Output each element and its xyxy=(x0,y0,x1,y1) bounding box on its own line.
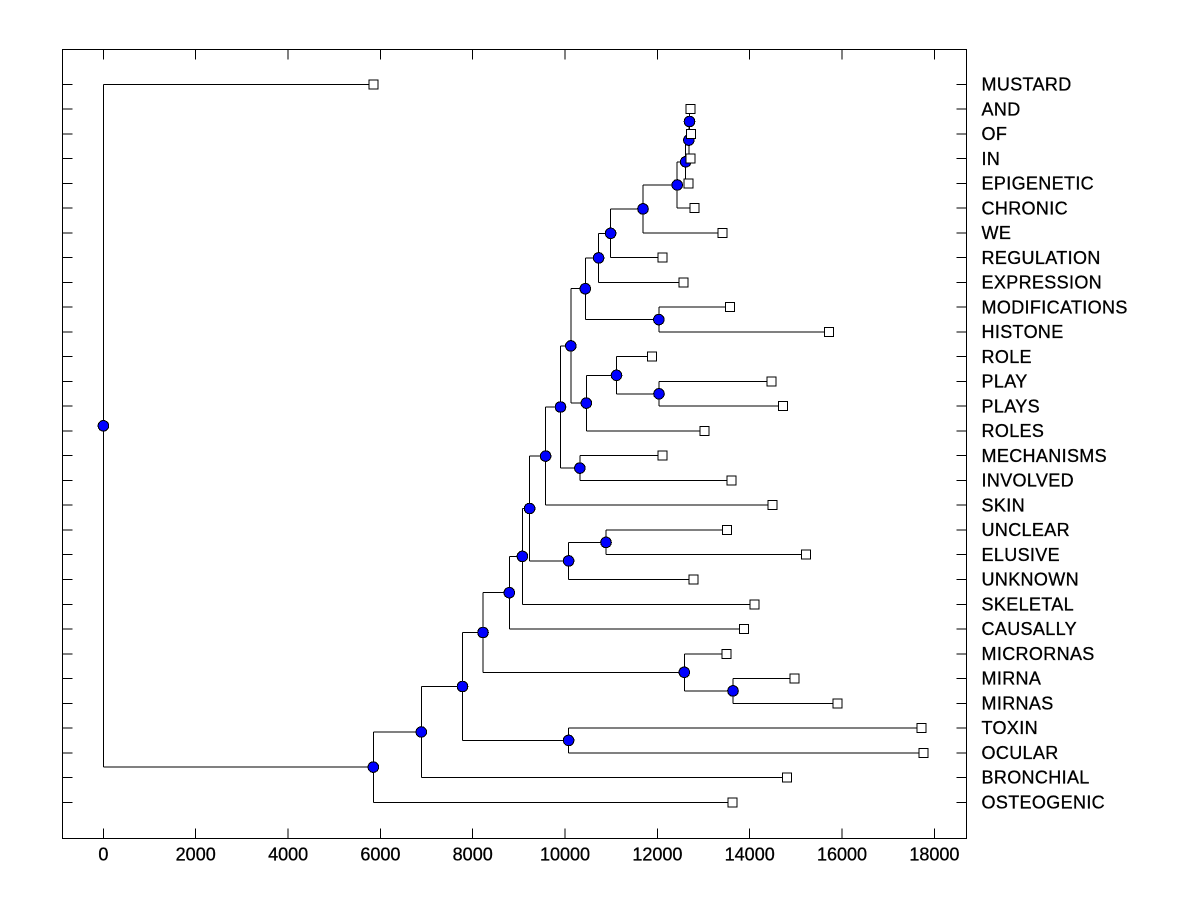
svg-text:10000: 10000 xyxy=(540,845,590,865)
svg-text:18000: 18000 xyxy=(909,845,959,865)
svg-text:AND: AND xyxy=(982,99,1021,119)
svg-text:REGULATION: REGULATION xyxy=(982,248,1101,268)
svg-text:UNCLEAR: UNCLEAR xyxy=(982,520,1070,540)
svg-text:MICRORNAS: MICRORNAS xyxy=(982,644,1095,664)
svg-text:ELUSIVE: ELUSIVE xyxy=(982,545,1060,565)
svg-text:4000: 4000 xyxy=(268,845,308,865)
svg-text:OCULAR: OCULAR xyxy=(982,743,1059,763)
svg-text:12000: 12000 xyxy=(632,845,682,865)
svg-text:MIRNA: MIRNA xyxy=(982,669,1042,689)
svg-text:SKIN: SKIN xyxy=(982,495,1025,515)
svg-text:UNKNOWN: UNKNOWN xyxy=(982,570,1079,590)
svg-text:WE: WE xyxy=(982,223,1012,243)
svg-text:CHRONIC: CHRONIC xyxy=(982,198,1068,218)
svg-text:IN: IN xyxy=(982,149,1001,169)
svg-text:SKELETAL: SKELETAL xyxy=(982,595,1075,615)
svg-text:PLAY: PLAY xyxy=(982,372,1028,392)
svg-text:6000: 6000 xyxy=(360,845,400,865)
svg-text:ROLES: ROLES xyxy=(982,421,1045,441)
svg-text:OF: OF xyxy=(982,124,1008,144)
svg-text:ROLE: ROLE xyxy=(982,347,1032,367)
svg-text:HISTONE: HISTONE xyxy=(982,322,1064,342)
svg-text:PLAYS: PLAYS xyxy=(982,396,1040,416)
svg-text:INVOLVED: INVOLVED xyxy=(982,471,1075,491)
svg-text:TOXIN: TOXIN xyxy=(982,718,1038,738)
svg-text:BRONCHIAL: BRONCHIAL xyxy=(982,768,1090,788)
svg-text:16000: 16000 xyxy=(817,845,867,865)
svg-text:MIRNAS: MIRNAS xyxy=(982,694,1054,714)
svg-text:0: 0 xyxy=(98,845,108,865)
svg-text:EXPRESSION: EXPRESSION xyxy=(982,273,1103,293)
svg-text:EPIGENETIC: EPIGENETIC xyxy=(982,174,1095,194)
svg-text:CAUSALLY: CAUSALLY xyxy=(982,619,1078,639)
svg-text:MECHANISMS: MECHANISMS xyxy=(982,446,1108,466)
svg-text:OSTEOGENIC: OSTEOGENIC xyxy=(982,793,1106,813)
svg-text:8000: 8000 xyxy=(453,845,493,865)
svg-text:2000: 2000 xyxy=(176,845,216,865)
svg-text:14000: 14000 xyxy=(725,845,775,865)
svg-text:MODIFICATIONS: MODIFICATIONS xyxy=(982,297,1128,317)
svg-text:MUSTARD: MUSTARD xyxy=(982,75,1072,95)
